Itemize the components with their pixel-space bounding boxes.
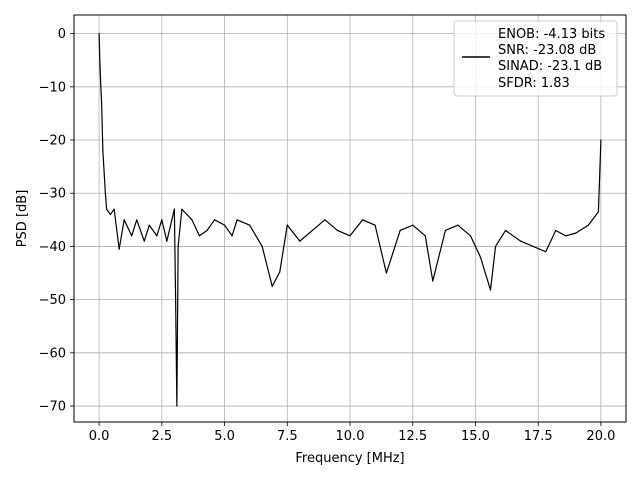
psd-data-point xyxy=(385,272,387,274)
x-tick-label: 17.5 xyxy=(524,429,553,444)
psd-data-point xyxy=(118,248,120,250)
y-tick-label: −70 xyxy=(39,400,66,415)
psd-data-point xyxy=(349,235,351,237)
psd-data-point xyxy=(286,224,288,226)
psd-data-point xyxy=(444,229,446,232)
psd-data-point xyxy=(206,229,208,232)
legend-entry-sfdr: SFDR: 1.83 xyxy=(498,76,570,91)
psd-data-point xyxy=(587,224,589,226)
legend-entry-sinad: SINAD: -23.1 dB xyxy=(498,59,602,74)
psd-data-point xyxy=(131,235,133,237)
psd-data-point xyxy=(186,213,188,216)
psd-data-point xyxy=(555,229,557,232)
psd-data-point xyxy=(432,280,434,282)
psd-data-point xyxy=(223,224,226,226)
x-tick-label: 5.0 xyxy=(214,429,235,444)
psd-data-point xyxy=(176,405,178,407)
x-axis-label: Frequency [MHz] xyxy=(295,451,404,466)
psd-data-point xyxy=(143,240,145,242)
y-tick-label: 0 xyxy=(58,27,66,42)
psd-data-point xyxy=(177,245,179,248)
psd-data-point xyxy=(156,235,158,237)
psd-data-point xyxy=(324,219,326,221)
psd-data-point xyxy=(136,219,138,221)
data-layer xyxy=(98,33,602,407)
psd-data-point xyxy=(299,240,301,242)
psd-data-point xyxy=(261,245,263,248)
y-tick-label: −40 xyxy=(39,240,66,255)
y-tick-label: −50 xyxy=(39,293,66,308)
psd-data-point xyxy=(575,232,577,234)
psd-data-point xyxy=(336,229,339,232)
psd-data-point xyxy=(166,240,168,242)
y-tick-label: −20 xyxy=(39,134,66,149)
legend: ENOB: -4.13 bits SNR: -23.08 dB SINAD: -… xyxy=(453,20,618,97)
x-tick-label: 12.5 xyxy=(398,429,427,444)
psd-data-point xyxy=(100,80,102,83)
psd-data-point xyxy=(103,171,105,173)
psd-data-point xyxy=(279,271,281,273)
legend-entry-snr: SNR: -23.08 dB xyxy=(498,43,596,58)
psd-data-point xyxy=(173,208,175,210)
y-axis-label: PSD [dB] xyxy=(15,190,30,248)
psd-data-point xyxy=(236,219,238,221)
psd-data-point xyxy=(213,219,216,221)
psd-data-point xyxy=(123,219,125,221)
psd-data-point xyxy=(532,245,534,248)
psd-data-point xyxy=(102,150,104,152)
psd-data-point xyxy=(489,289,492,291)
psd-data-point xyxy=(271,285,273,287)
psd-data-point xyxy=(412,224,414,226)
psd-data-point xyxy=(181,208,183,210)
psd-data-point xyxy=(191,219,193,221)
psd-data-point xyxy=(109,213,111,216)
psd-data-point xyxy=(545,251,547,253)
psd-series-line xyxy=(98,33,602,407)
ticks: 0.0 2.5 5.0 7.5 10.0 12.5 15.0 17.5 20.0 0 −10 −20 −… xyxy=(39,27,616,444)
psd-data-point xyxy=(399,229,401,232)
legend-box xyxy=(453,20,618,97)
psd-data-point xyxy=(231,235,233,237)
x-tick-label: 20.0 xyxy=(586,429,615,444)
psd-data-point xyxy=(311,229,313,232)
psd-data-point xyxy=(597,211,600,213)
psd-data-point xyxy=(469,235,472,237)
psd-data-point xyxy=(479,256,482,258)
x-tick-label: 15.0 xyxy=(461,429,490,444)
psd-data-point xyxy=(161,219,163,221)
psd-data-point xyxy=(374,224,376,226)
y-tick-label: −60 xyxy=(39,346,66,361)
psd-data-point xyxy=(198,235,201,237)
grid xyxy=(74,15,626,422)
psd-data-point xyxy=(175,299,177,301)
psd-data-point xyxy=(494,245,497,248)
x-tick-label: 0.0 xyxy=(89,429,110,444)
psd-data-point xyxy=(171,219,173,221)
psd-data-point xyxy=(98,33,100,35)
x-tick-label: 10.0 xyxy=(336,429,365,444)
psd-data-point xyxy=(249,224,251,226)
psd-data-point xyxy=(106,208,108,210)
x-tick-label: 7.5 xyxy=(277,429,298,444)
psd-data-point xyxy=(101,102,103,104)
legend-entry-enob: ENOB: -4.13 bits xyxy=(498,27,605,42)
y-tick-label: −10 xyxy=(39,80,66,95)
y-tick-label: −30 xyxy=(39,187,66,202)
psd-data-point xyxy=(565,235,567,237)
psd-data-point xyxy=(148,224,150,226)
psd-data-point xyxy=(457,224,459,226)
psd-data-point xyxy=(113,208,115,210)
psd-data-point xyxy=(504,229,507,232)
psd-data-point xyxy=(424,235,426,237)
psd-data-point xyxy=(99,59,101,61)
psd-data-point xyxy=(361,219,364,221)
psd-data-point xyxy=(520,240,522,242)
x-tick-label: 2.5 xyxy=(151,429,172,444)
psd-data-point xyxy=(104,192,106,194)
psd-data-point xyxy=(600,139,602,141)
